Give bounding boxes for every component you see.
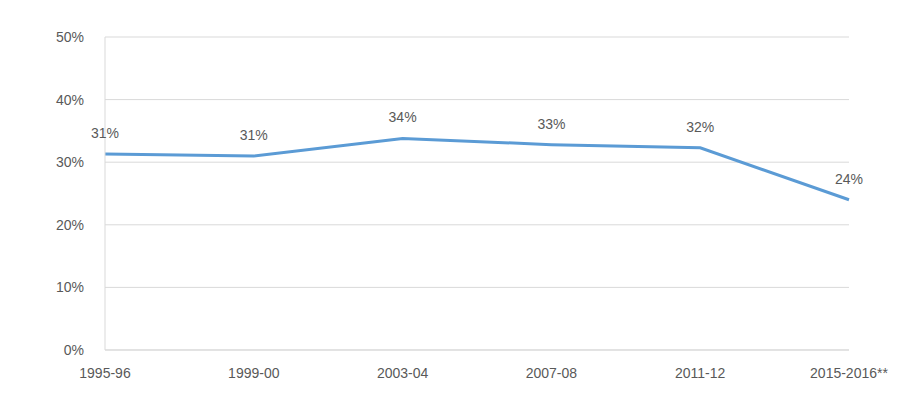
svg-text:10%: 10% xyxy=(56,279,84,295)
svg-text:30%: 30% xyxy=(56,154,84,170)
svg-text:2011-12: 2011-12 xyxy=(675,365,726,381)
svg-text:31%: 31% xyxy=(240,127,268,143)
svg-text:2015-2016**: 2015-2016** xyxy=(810,365,888,381)
svg-text:34%: 34% xyxy=(389,109,417,125)
svg-text:0%: 0% xyxy=(64,342,84,358)
svg-text:40%: 40% xyxy=(56,92,84,108)
svg-text:31%: 31% xyxy=(91,125,119,141)
svg-text:1999-00: 1999-00 xyxy=(228,365,280,381)
svg-text:33%: 33% xyxy=(537,116,565,132)
svg-text:2007-08: 2007-08 xyxy=(526,365,578,381)
svg-text:24%: 24% xyxy=(835,171,863,187)
svg-text:32%: 32% xyxy=(686,119,714,135)
svg-text:20%: 20% xyxy=(56,217,84,233)
svg-text:2003-04: 2003-04 xyxy=(377,365,429,381)
svg-text:50%: 50% xyxy=(56,29,84,45)
svg-text:1995-96: 1995-96 xyxy=(79,365,131,381)
